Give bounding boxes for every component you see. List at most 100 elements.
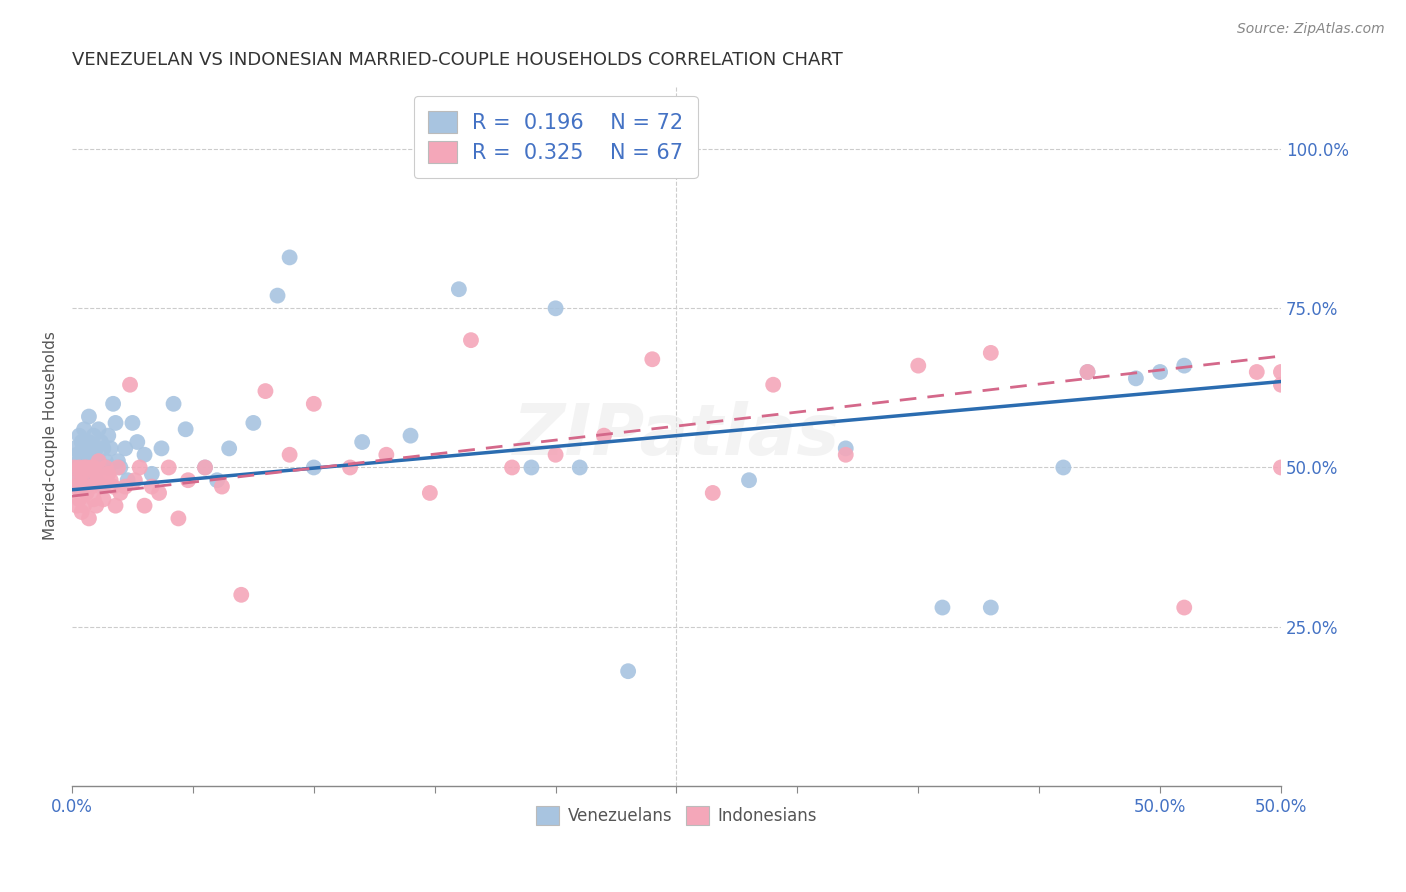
Point (73, 460, 96, 475)
Point (617, 664, 640, 678)
Point (73, 499, 96, 513)
Point (231, 588, 253, 602)
Point (77, 454, 100, 468)
Point (77, 409, 100, 424)
Point (100, 442, 122, 456)
Point (544, 301, 567, 316)
Point (84, 442, 107, 456)
Point (104, 499, 127, 513)
Text: ZIPatlas: ZIPatlas (513, 401, 841, 470)
Point (352, 435, 374, 450)
Point (980, 600, 1002, 615)
Point (67, 428, 90, 442)
Point (83, 448, 105, 462)
Point (266, 288, 288, 302)
Point (83, 492, 105, 507)
Point (63, 460, 86, 475)
Point (931, 600, 953, 615)
Point (66, 499, 89, 513)
Point (114, 479, 136, 493)
Point (399, 428, 422, 442)
Point (1173, 600, 1195, 615)
Point (375, 448, 398, 462)
Point (339, 460, 361, 475)
Point (63, 460, 86, 475)
Point (218, 442, 240, 456)
Point (128, 460, 150, 475)
Point (1052, 460, 1074, 475)
Point (460, 333, 482, 347)
Point (80, 479, 103, 493)
Point (93, 479, 115, 493)
Point (83, 460, 105, 475)
Point (162, 397, 184, 411)
Point (63, 442, 86, 456)
Point (97, 460, 120, 475)
Point (66, 473, 89, 487)
Point (93, 492, 115, 507)
Point (80, 473, 103, 487)
Point (70, 467, 93, 481)
Point (73, 467, 96, 481)
Point (101, 397, 124, 411)
Point (1076, 365, 1098, 379)
Point (80, 460, 103, 475)
Point (254, 384, 277, 398)
Point (141, 479, 163, 493)
Point (641, 352, 664, 367)
Point (90, 460, 112, 475)
Point (67, 479, 90, 493)
Point (70, 505, 93, 519)
Point (90, 479, 112, 493)
Point (1173, 359, 1195, 373)
Point (1149, 365, 1171, 379)
Point (702, 486, 724, 500)
Point (302, 397, 325, 411)
Point (520, 460, 543, 475)
Point (278, 448, 301, 462)
Point (84, 473, 107, 487)
Legend: Venezuelans, Indonesians: Venezuelans, Indonesians (527, 798, 825, 833)
Point (101, 479, 124, 493)
Point (67, 460, 90, 475)
Point (242, 416, 264, 430)
Point (1270, 377, 1292, 392)
Point (1076, 365, 1098, 379)
Point (110, 460, 132, 475)
Point (84, 460, 107, 475)
Point (77, 473, 100, 487)
Point (87, 422, 110, 436)
Point (70, 435, 93, 450)
Point (93, 442, 115, 456)
Point (66, 448, 89, 462)
Point (80, 460, 103, 475)
Point (94, 460, 117, 475)
Point (150, 442, 173, 456)
Point (97, 467, 120, 481)
Point (174, 422, 197, 436)
Point (76, 460, 98, 475)
Point (73, 448, 96, 462)
Point (66, 473, 89, 487)
Point (84, 499, 107, 513)
Point (124, 473, 146, 487)
Point (80, 442, 103, 456)
Point (87, 454, 110, 468)
Point (568, 460, 591, 475)
Point (544, 448, 567, 462)
Point (907, 359, 929, 373)
Point (100, 473, 122, 487)
Point (194, 460, 217, 475)
Point (77, 511, 100, 525)
Point (73, 422, 96, 436)
Point (117, 473, 139, 487)
Point (177, 473, 200, 487)
Point (167, 511, 190, 525)
Point (211, 479, 233, 493)
Point (157, 460, 180, 475)
Point (419, 486, 441, 500)
Point (738, 473, 761, 487)
Point (76, 486, 98, 500)
Point (980, 346, 1002, 360)
Point (1246, 365, 1268, 379)
